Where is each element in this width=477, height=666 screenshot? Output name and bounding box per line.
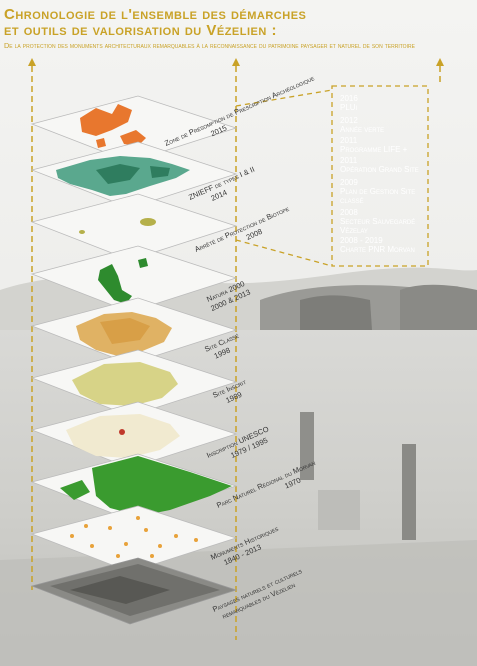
timeline-item: 2011 Opération Grand Site bbox=[340, 156, 419, 174]
title-line-1: Chronologie de l'ensemble des démarches bbox=[4, 6, 307, 23]
layer-monuments: Monuments Historiques 1840 - 2013 bbox=[30, 505, 285, 573]
subtitle: De la protection des monuments architect… bbox=[4, 41, 415, 50]
timeline-item: 2016 PLUi bbox=[340, 94, 358, 112]
timeline-item: 2009 Plan de Gestion Site classé bbox=[340, 178, 416, 205]
layer-label: Paysages naturels et culturels remarquab… bbox=[211, 565, 309, 623]
layer-natura: Natura 2000 2000 & 2013 bbox=[30, 245, 252, 313]
layer-label: Monuments Historiques 1840 - 2013 bbox=[209, 523, 285, 571]
timeline-item: 2012 Année verte bbox=[340, 116, 385, 134]
layer-biotope: Arrêté de Protection de Biotope 2008 bbox=[30, 193, 291, 261]
timeline-box: 2016 PLUi 2012 Année verte 2011 Programme L… bbox=[332, 86, 428, 266]
timeline-item: 2008 - 2019 Charte PNR Morvan bbox=[340, 236, 415, 254]
layer-label: Parc Naturel Régional du Morvan 1970 bbox=[215, 457, 322, 519]
layer-znieff: ZNIEFF de types I & II 2014 bbox=[30, 141, 256, 209]
layer-site-classe: Site Classé 1998 bbox=[30, 297, 241, 365]
timeline-item: 2011 Programme LIFE + bbox=[340, 136, 408, 154]
title-line-2: et outils de valorisation du Vézelien : bbox=[4, 22, 277, 39]
timeline-item: 2008 Secteur Sauvegardé Vézelay bbox=[340, 208, 416, 235]
layer-site-inscrit: Site Inscrit 1989 bbox=[30, 349, 247, 417]
layer-pnr: Parc Naturel Régional du Morvan 1970 bbox=[30, 453, 322, 521]
layer-unesco: Inscription UNESCO 1979 / 1995 bbox=[30, 401, 270, 469]
layer-archaeology: Zone de Présomption de Prescription Arch… bbox=[30, 73, 316, 163]
layer-landscape: Paysages naturels et culturels remarquab… bbox=[30, 557, 309, 625]
